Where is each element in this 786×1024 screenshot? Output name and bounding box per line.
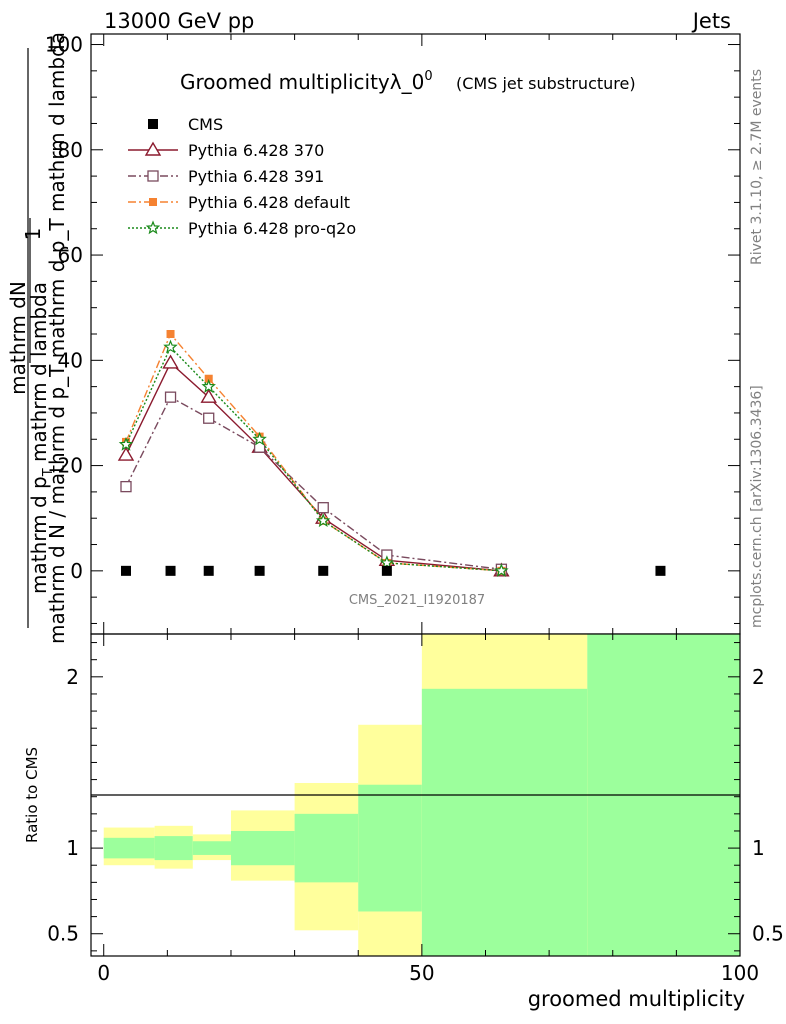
data-point (117, 446, 135, 461)
legend-label: Pythia 6.428 pro-q2o (188, 219, 356, 238)
data-point (164, 391, 177, 403)
legend-entry: Pythia 6.428 default (128, 193, 350, 212)
data-point (120, 480, 132, 493)
series-line (125, 396, 502, 570)
y-tick-label: 60 (58, 243, 83, 267)
ratio-y-tick-label-right: 1 (752, 836, 765, 860)
legend-entry: CMS (148, 115, 223, 134)
y-axis-label-inner-denominator-part: mathrm d pT mathrm d lambda (27, 282, 56, 594)
y-tick-label: 80 (58, 138, 83, 162)
plot-subtitle: (CMS jet substructure) (456, 74, 636, 93)
x-axis-label: groomed multiplicity (528, 987, 745, 1011)
main-plot-data (117, 330, 666, 578)
plot-title: Groomed multiplicityλ_00 (180, 69, 433, 94)
legend-entry: Pythia 6.428 pro-q2o (128, 219, 356, 238)
data-point (166, 330, 175, 338)
data-point (149, 198, 157, 206)
x-tick-label: 100 (721, 961, 759, 985)
data-point (120, 565, 131, 576)
ratio-band-inner (230, 830, 295, 866)
data-point (203, 565, 214, 576)
ratio-band-inner (103, 837, 155, 859)
series-line (125, 332, 502, 572)
y-axis-label-denominator: mathrm d N / mathrm d p_T mathrm d p_T m… (45, 32, 69, 644)
data-point (163, 339, 178, 354)
y-axis-label-numerator: 1 (21, 228, 45, 241)
legend: CMS Pythia 6.428 370 Pythia 6.428 391 Pythi… (128, 115, 356, 238)
legend-label: Pythia 6.428 default (188, 193, 350, 212)
data-point (655, 565, 666, 576)
y-tick-label: 40 (58, 348, 83, 372)
ratio-band-inner (358, 784, 422, 912)
legend-label: Pythia 6.428 391 (188, 167, 324, 186)
ratio-y-tick-label-right: 2 (752, 665, 765, 689)
series-pythia-6-428-default (121, 330, 506, 575)
series-pythia-6-428-391 (120, 391, 508, 575)
y-axis-label-inner-numerator: mathrm dN (6, 281, 30, 395)
y-tick-label: 20 (58, 454, 83, 478)
data-point (203, 412, 215, 424)
data-point (315, 513, 331, 528)
ratio-y-axis-label: Ratio to CMS (23, 747, 41, 843)
series-cms (120, 565, 666, 576)
header-energy: 13000 GeV pp (104, 9, 254, 33)
rivet-version-note: Rivet 3.1.10, ≥ 2.7M events (749, 69, 765, 265)
ratio-band-inner (192, 841, 231, 855)
header-jets: Jets (691, 9, 731, 33)
main-plot-ticks: 0 20 40 60 80 100 (45, 33, 741, 634)
y-tick-label: 0 (70, 559, 83, 583)
ratio-band-inner (294, 813, 359, 883)
ratio-plot-frame (90, 633, 741, 957)
data-point (379, 555, 395, 570)
y-axis-label: 1 mathrm dN mathrm d pT mathrm d lambda … (6, 32, 69, 644)
data-point (148, 119, 158, 129)
data-point (144, 141, 162, 156)
x-tick-label: 0 (97, 961, 110, 985)
ratio-plot-ticks: 0.5 0.5 1 1 2 2 0 50 100 (47, 634, 784, 985)
data-point (317, 502, 329, 514)
data-point (381, 565, 392, 576)
series-line (125, 345, 502, 572)
data-point (252, 431, 267, 446)
data-point (145, 220, 161, 235)
series-pythia-6-428-370 (117, 354, 510, 577)
series-line (125, 361, 502, 572)
main-plot: 0 20 40 60 80 100 CMS_2021_I1920187 Groomed m… (6, 32, 765, 644)
data-point (204, 374, 213, 383)
ratio-y-tick-label-right: 0.5 (752, 922, 784, 946)
ratio-y-tick-label: 0.5 (47, 922, 79, 946)
data-point (494, 563, 509, 578)
legend-label: CMS (188, 115, 223, 134)
legend-label: Pythia 6.428 370 (188, 141, 324, 160)
data-point (201, 378, 216, 393)
data-point (254, 565, 265, 576)
data-point (165, 565, 176, 576)
ratio-y-tick-label: 2 (66, 665, 79, 689)
ratio-y-tick-label: 1 (66, 836, 79, 860)
series-pythia-6-428-pro-q2o (118, 339, 509, 578)
y-tick-label: 100 (45, 33, 83, 57)
data-point (318, 565, 329, 576)
legend-entry: Pythia 6.428 391 (128, 167, 324, 186)
x-tick-label: 50 (409, 961, 434, 985)
analysis-watermark: CMS_2021_I1920187 (349, 593, 485, 608)
data-point (147, 170, 159, 182)
ratio-band-inner (421, 688, 588, 956)
legend-entry: Pythia 6.428 370 (128, 141, 324, 160)
data-point (118, 436, 134, 451)
data-point (162, 354, 179, 369)
mcplots-note: mcplots.cern.ch [arXiv:1306.3436] (749, 385, 765, 628)
ratio-plot: 0.5 0.5 1 1 2 2 0 50 100 Ratio to CMS groomed mu… (23, 633, 784, 1011)
ratio-band-inner (154, 836, 193, 861)
data-point (200, 388, 217, 403)
